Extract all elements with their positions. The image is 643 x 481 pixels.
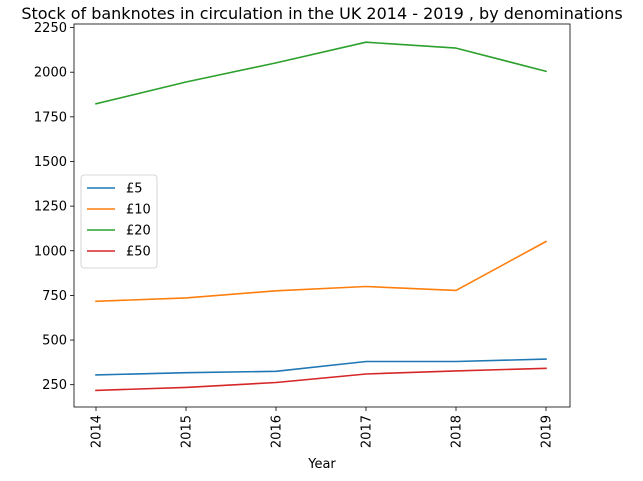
- legend-entry: £10: [126, 203, 151, 218]
- series-line-4: [95, 367, 547, 392]
- y-tick-label: 1000: [34, 244, 67, 259]
- y-tick-label: 1500: [34, 155, 67, 170]
- chart-title: Stock of banknotes in circulation in the…: [21, 4, 622, 23]
- y-tick-label: 2000: [34, 66, 67, 81]
- legend-box: [80, 174, 158, 269]
- y-tick-label: 1750: [34, 110, 67, 125]
- y-tick-label: 750: [42, 289, 67, 304]
- plot-area: 250 500 750 1000 1250 1500 1750 2000 2250 2014 201…: [34, 21, 571, 448]
- series-line-1: [95, 358, 547, 376]
- series-line-2: [95, 240, 548, 303]
- y-tick-label: 500: [42, 334, 67, 349]
- x-axis-label: Year: [307, 457, 336, 472]
- x-tick-label: 2014: [90, 415, 105, 448]
- series-line-3: [95, 41, 547, 105]
- plot-frame: [73, 23, 571, 408]
- x-tick-label: 2015: [180, 415, 195, 448]
- x-tick-label: 2019: [540, 415, 555, 448]
- legend-entry: £20: [126, 224, 151, 239]
- y-tick-label: 1250: [34, 200, 67, 215]
- x-tick-label: 2018: [450, 415, 465, 448]
- legend-entry: £50: [126, 245, 151, 260]
- legend-entry: £5: [126, 182, 143, 197]
- legend: £5 £10 £20 £50: [80, 174, 158, 269]
- x-tick-label: 2016: [270, 415, 285, 448]
- y-tick-label: 250: [42, 378, 67, 393]
- x-tick-label: 2017: [360, 415, 375, 448]
- y-tick-label: 2250: [34, 21, 67, 36]
